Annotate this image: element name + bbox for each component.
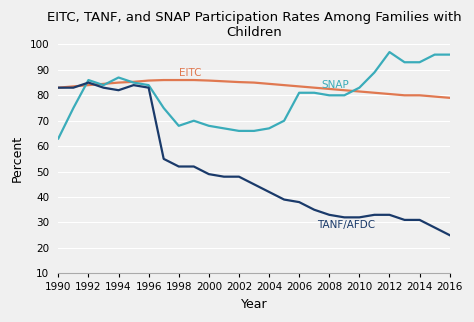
Text: SNAP: SNAP: [322, 80, 349, 90]
X-axis label: Year: Year: [241, 298, 267, 311]
Title: EITC, TANF, and SNAP Participation Rates Among Families with
Children: EITC, TANF, and SNAP Participation Rates…: [47, 11, 461, 39]
Text: EITC: EITC: [179, 68, 201, 78]
Text: TANF/AFDC: TANF/AFDC: [317, 220, 375, 230]
Y-axis label: Percent: Percent: [11, 135, 24, 183]
